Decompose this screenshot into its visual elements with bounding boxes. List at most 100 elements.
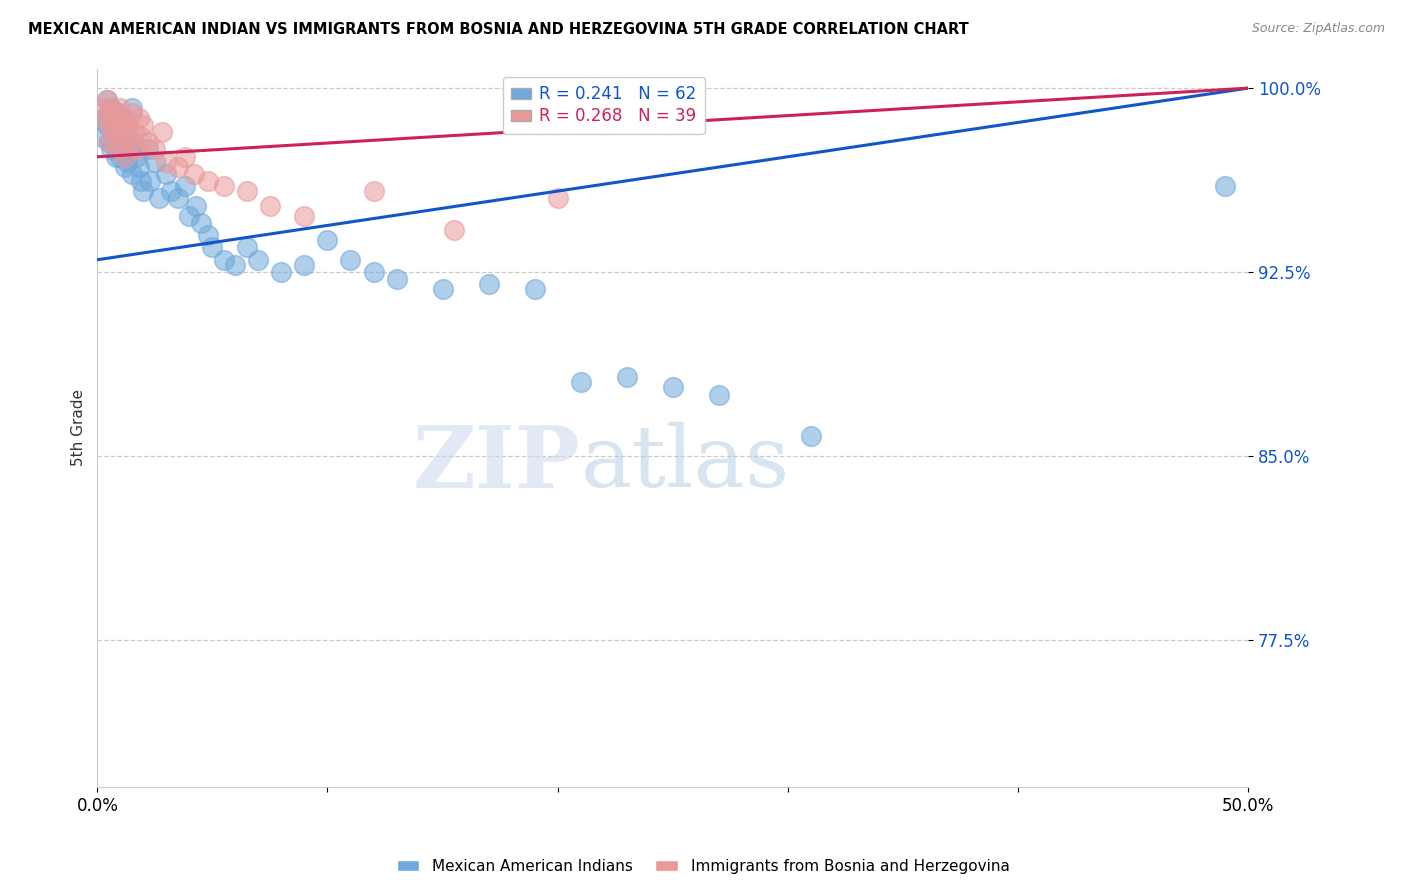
Point xyxy=(121,105,143,120)
Point xyxy=(107,118,129,132)
Point xyxy=(183,167,205,181)
Point xyxy=(179,209,201,223)
Point xyxy=(110,118,132,132)
Point xyxy=(523,282,546,296)
Point xyxy=(339,252,361,267)
Point xyxy=(104,105,127,120)
Point xyxy=(173,150,195,164)
Point xyxy=(103,125,125,139)
Point xyxy=(96,94,118,108)
Point xyxy=(148,191,170,205)
Point xyxy=(139,174,162,188)
Point xyxy=(107,105,129,120)
Point xyxy=(385,272,408,286)
Point xyxy=(143,154,166,169)
Point xyxy=(91,130,114,145)
Point xyxy=(167,160,190,174)
Point xyxy=(110,143,132,157)
Point xyxy=(114,125,136,139)
Point xyxy=(125,150,148,164)
Point xyxy=(167,191,190,205)
Point xyxy=(173,179,195,194)
Point xyxy=(103,125,125,139)
Point xyxy=(155,154,177,169)
Point xyxy=(129,174,152,188)
Point xyxy=(103,111,125,125)
Point xyxy=(117,118,139,132)
Point xyxy=(800,429,823,443)
Point xyxy=(186,199,208,213)
Text: ZIP: ZIP xyxy=(413,422,581,506)
Point xyxy=(236,240,259,254)
Point xyxy=(547,191,569,205)
Point xyxy=(212,252,235,267)
Point xyxy=(160,184,183,198)
Point xyxy=(96,94,118,108)
Point xyxy=(363,184,385,198)
Point xyxy=(97,135,120,149)
Point xyxy=(114,125,136,139)
Text: Source: ZipAtlas.com: Source: ZipAtlas.com xyxy=(1251,22,1385,36)
Point xyxy=(121,101,143,115)
Legend: R = 0.241   N = 62, R = 0.268   N = 39: R = 0.241 N = 62, R = 0.268 N = 39 xyxy=(502,77,704,134)
Point xyxy=(91,101,114,115)
Point xyxy=(236,184,259,198)
Point xyxy=(122,135,145,149)
Point xyxy=(616,370,638,384)
Point xyxy=(97,135,120,149)
Point xyxy=(93,111,115,125)
Point xyxy=(110,150,132,164)
Point xyxy=(97,105,120,120)
Point xyxy=(107,135,129,149)
Point xyxy=(128,160,150,174)
Point xyxy=(136,143,159,157)
Text: MEXICAN AMERICAN INDIAN VS IMMIGRANTS FROM BOSNIA AND HERZEGOVINA 5TH GRADE CORR: MEXICAN AMERICAN INDIAN VS IMMIGRANTS FR… xyxy=(28,22,969,37)
Point xyxy=(121,167,143,181)
Point xyxy=(100,101,122,115)
Point xyxy=(111,143,134,157)
Point xyxy=(661,380,683,394)
Point xyxy=(155,167,177,181)
Point xyxy=(294,209,316,223)
Point xyxy=(143,143,166,157)
Point xyxy=(316,233,339,247)
Point xyxy=(569,376,592,390)
Point xyxy=(118,143,141,157)
Point xyxy=(190,216,212,230)
Point xyxy=(104,135,127,149)
Text: atlas: atlas xyxy=(581,422,790,505)
Point xyxy=(117,154,139,169)
Point xyxy=(136,135,159,149)
Point xyxy=(100,143,122,157)
Point xyxy=(197,228,219,243)
Point xyxy=(110,101,132,115)
Point xyxy=(294,258,316,272)
Point xyxy=(707,387,730,401)
Point xyxy=(111,111,134,125)
Point xyxy=(103,111,125,125)
Point xyxy=(100,101,122,115)
Point xyxy=(114,150,136,164)
Point xyxy=(111,111,134,125)
Point xyxy=(104,118,127,132)
Point xyxy=(118,135,141,149)
Point xyxy=(132,118,155,132)
Point xyxy=(224,258,246,272)
Point xyxy=(212,179,235,194)
Point xyxy=(150,125,173,139)
Point xyxy=(93,111,115,125)
Point xyxy=(477,277,499,292)
Point xyxy=(247,252,270,267)
Point xyxy=(443,223,465,237)
Point xyxy=(432,282,454,296)
Point xyxy=(259,199,281,213)
Point xyxy=(125,143,148,157)
Y-axis label: 5th Grade: 5th Grade xyxy=(72,389,86,467)
Point xyxy=(363,265,385,279)
Point xyxy=(96,118,118,132)
Point xyxy=(270,265,292,279)
Point xyxy=(117,118,139,132)
Point xyxy=(128,111,150,125)
Point xyxy=(97,118,120,132)
Point xyxy=(104,150,127,164)
